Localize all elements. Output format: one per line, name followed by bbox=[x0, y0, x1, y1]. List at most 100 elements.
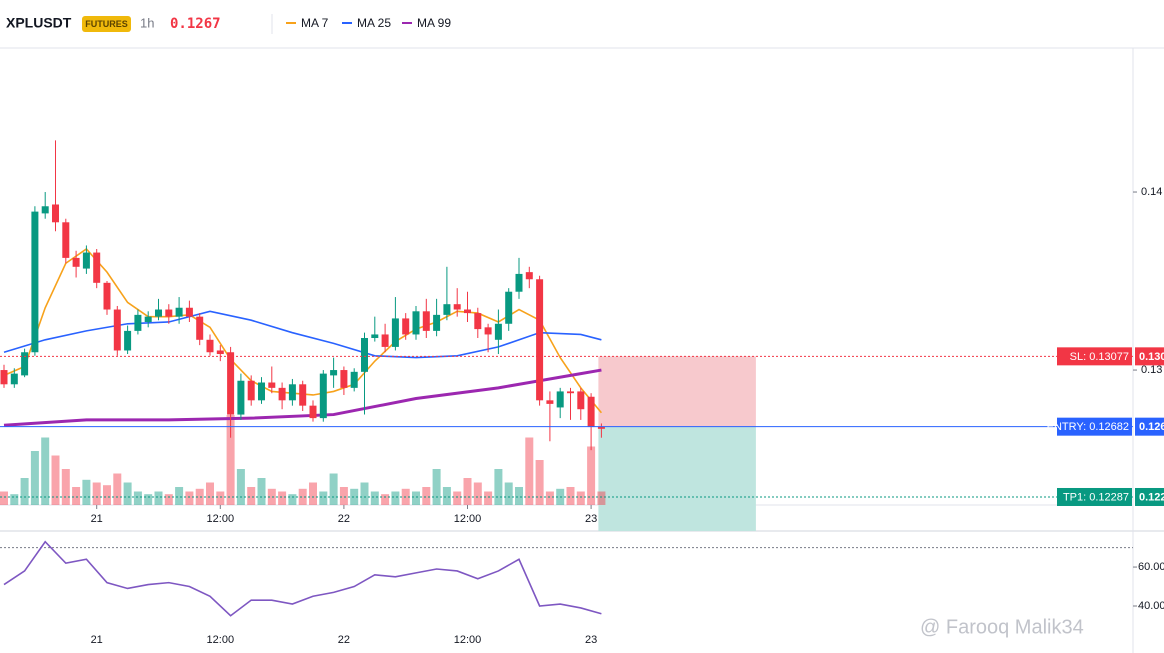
volume-bar bbox=[278, 491, 287, 505]
rsi-line bbox=[3, 540, 602, 617]
candle-body bbox=[82, 252, 90, 269]
time-tick-label: 21 bbox=[91, 513, 103, 525]
stop-zone bbox=[598, 356, 756, 427]
time-tick-label: 22 bbox=[338, 513, 350, 525]
rsi-time-tick-label: 12:00 bbox=[454, 634, 482, 646]
volume-bar bbox=[370, 491, 379, 505]
candle-body bbox=[577, 391, 585, 410]
level-tag bbox=[1057, 487, 1132, 506]
legend-label: MA 99 bbox=[417, 16, 451, 30]
volume-bar bbox=[288, 494, 297, 505]
candle-body bbox=[587, 396, 595, 428]
candle-body bbox=[402, 318, 410, 335]
candle-body bbox=[412, 311, 420, 335]
volume-bar bbox=[154, 491, 163, 505]
volume-bar bbox=[391, 491, 400, 505]
candle-body bbox=[247, 380, 255, 401]
volume-bar bbox=[82, 479, 91, 505]
last-price: 0.1267 bbox=[170, 16, 221, 32]
volume-bar bbox=[92, 482, 101, 505]
volume-bar bbox=[164, 494, 173, 505]
candle-body bbox=[31, 211, 39, 353]
volume-bar bbox=[545, 491, 554, 505]
candle-body bbox=[93, 252, 101, 283]
candle-body bbox=[567, 391, 574, 394]
volume-bar bbox=[103, 485, 111, 505]
badge-text: FUTURES bbox=[85, 19, 128, 29]
candle-body bbox=[288, 384, 296, 401]
candle-body bbox=[536, 279, 544, 401]
level-label: ENTRY: 0.12682 bbox=[1047, 421, 1129, 433]
candle-body bbox=[52, 204, 59, 223]
candle-body bbox=[144, 316, 152, 322]
candle-body bbox=[474, 313, 482, 330]
volume-bar bbox=[360, 482, 369, 505]
volume-bar bbox=[113, 473, 122, 505]
volume-bar bbox=[247, 487, 256, 505]
profit-zone bbox=[598, 426, 756, 531]
level-price: 0.12682 bbox=[1139, 421, 1164, 433]
volume-bar bbox=[0, 491, 8, 505]
volume-bar bbox=[339, 487, 348, 505]
candle-body bbox=[10, 373, 18, 385]
volume-bar bbox=[185, 491, 194, 505]
volume-bar bbox=[20, 478, 29, 505]
candle-body bbox=[515, 273, 523, 292]
volume-bar bbox=[298, 488, 307, 505]
candle-body bbox=[319, 373, 327, 419]
volume-bar bbox=[10, 494, 19, 505]
candle-body bbox=[453, 304, 461, 310]
candle-body bbox=[330, 370, 338, 376]
rsi-time-tick-label: 12:00 bbox=[207, 634, 235, 646]
level-price-tag bbox=[1135, 417, 1164, 436]
volume-bar bbox=[175, 487, 184, 505]
volume-bar bbox=[566, 487, 575, 505]
time-tick-label: 12:00 bbox=[207, 513, 235, 525]
volume-bar bbox=[309, 482, 317, 505]
level-price-tag bbox=[1135, 347, 1164, 366]
volume-bar bbox=[319, 491, 328, 505]
candle-body bbox=[134, 314, 142, 331]
volume-bar bbox=[267, 488, 276, 505]
candle-body bbox=[299, 384, 307, 406]
candle-body bbox=[422, 311, 430, 331]
volume-bar bbox=[350, 488, 359, 505]
level-price: 0.12287 bbox=[1139, 491, 1164, 503]
volume-bar bbox=[236, 469, 245, 505]
volume-bar bbox=[422, 487, 431, 505]
level-price-tag bbox=[1135, 487, 1164, 506]
candle-body bbox=[72, 257, 80, 267]
volume-bar bbox=[123, 482, 132, 505]
badge bbox=[82, 16, 131, 32]
candle-body bbox=[494, 323, 502, 340]
candle-body bbox=[556, 391, 564, 408]
level-tag bbox=[1057, 347, 1132, 366]
rsi-tick-label: 60.00 bbox=[1138, 561, 1164, 573]
candle-body bbox=[216, 350, 224, 355]
price-tick-label: 0.14 bbox=[1141, 186, 1162, 198]
rsi-time-tick-label: 23 bbox=[585, 634, 597, 646]
volume-bar bbox=[535, 460, 544, 505]
time-tick-label: 23 bbox=[585, 513, 597, 525]
candle-body bbox=[258, 382, 265, 401]
candle-body bbox=[155, 309, 162, 317]
volume-bar bbox=[144, 494, 153, 505]
candle-body bbox=[0, 370, 8, 385]
moving-average-line bbox=[3, 368, 602, 427]
candle-body bbox=[381, 334, 389, 347]
candle-body bbox=[62, 222, 70, 258]
candle-body bbox=[206, 339, 214, 353]
volume-bar bbox=[30, 451, 39, 505]
volume-bar bbox=[381, 494, 390, 505]
volume-bar bbox=[133, 491, 142, 505]
candle-body bbox=[21, 352, 29, 376]
candle-body bbox=[525, 272, 533, 280]
candle-body bbox=[340, 370, 348, 388]
volume-bar bbox=[41, 437, 50, 505]
volume-bar bbox=[576, 491, 585, 505]
volume-bar bbox=[72, 487, 81, 505]
candle-body bbox=[391, 318, 399, 347]
volume-bar bbox=[597, 491, 606, 505]
volume-bar bbox=[442, 487, 451, 505]
